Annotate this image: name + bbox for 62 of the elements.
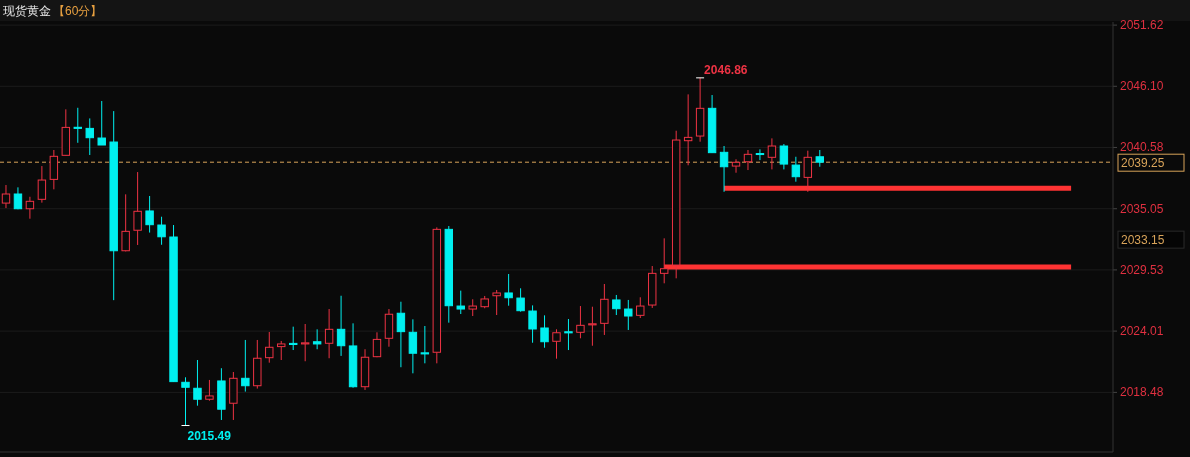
y-tick-label: 2018.48 bbox=[1120, 385, 1164, 400]
candlestick bbox=[731, 158, 741, 174]
candlestick bbox=[265, 331, 274, 364]
candlestick bbox=[456, 290, 465, 315]
candlestick bbox=[576, 305, 585, 339]
candlestick bbox=[121, 193, 130, 252]
candlestick bbox=[516, 287, 525, 313]
candlestick bbox=[420, 325, 430, 364]
candlestick bbox=[336, 295, 346, 357]
candlestick bbox=[145, 195, 154, 234]
candlestick bbox=[300, 323, 310, 362]
candlestick bbox=[241, 339, 250, 393]
candlestick bbox=[408, 318, 418, 374]
candlestick bbox=[767, 137, 777, 170]
y-tick-label: 2051.62 bbox=[1120, 18, 1164, 33]
candlestick bbox=[540, 314, 549, 349]
candlestick bbox=[372, 331, 382, 358]
candlestick bbox=[97, 100, 106, 146]
candlestick bbox=[73, 107, 82, 144]
candlestick bbox=[552, 328, 561, 360]
chart-title: 现货黄金 bbox=[3, 4, 51, 18]
candlestick bbox=[193, 359, 202, 407]
candlestick bbox=[37, 165, 47, 204]
candlestick bbox=[324, 308, 334, 359]
candlestick bbox=[791, 156, 801, 183]
candlestick bbox=[588, 306, 597, 347]
ref-line-label: 2039.25 bbox=[1121, 156, 1165, 171]
candlestick bbox=[636, 296, 645, 319]
y-tick-label: 2024.01 bbox=[1120, 324, 1164, 339]
candlestick bbox=[181, 376, 190, 427]
candlestick bbox=[205, 379, 214, 402]
candlestick bbox=[660, 237, 669, 284]
candlestick bbox=[612, 294, 621, 316]
chart-subtitle: 【60分】 bbox=[53, 4, 103, 18]
candlestick bbox=[528, 304, 537, 344]
y-tick-label: 2046.10 bbox=[1120, 79, 1164, 94]
y-tick-label: 2035.05 bbox=[1120, 201, 1164, 216]
candlestick bbox=[396, 301, 406, 368]
y-tick-label: 2040.58 bbox=[1120, 140, 1164, 155]
candlestick bbox=[1, 184, 11, 209]
annotation: 2046.86 bbox=[704, 62, 748, 77]
candlestick bbox=[803, 150, 813, 193]
annotation: 2015.49 bbox=[187, 428, 232, 443]
candlestick bbox=[289, 326, 298, 351]
candlestick bbox=[312, 328, 322, 350]
candlestick bbox=[492, 289, 501, 316]
candlestick bbox=[133, 171, 142, 246]
candlestick bbox=[564, 318, 573, 351]
candlestick bbox=[719, 145, 729, 193]
candlestick bbox=[49, 149, 59, 190]
candlestick bbox=[25, 196, 35, 220]
candlestick bbox=[683, 93, 693, 166]
candlestick bbox=[755, 148, 765, 161]
candlestick bbox=[277, 340, 286, 361]
candlestick bbox=[624, 299, 633, 331]
candlestick bbox=[743, 149, 753, 171]
candlestick bbox=[85, 117, 94, 156]
candlestick bbox=[779, 143, 789, 170]
candlestick bbox=[157, 216, 166, 246]
candlestick bbox=[504, 273, 513, 307]
text: 2033.15 bbox=[1121, 233, 1165, 248]
y-tick-label: 2029.53 bbox=[1120, 262, 1164, 277]
